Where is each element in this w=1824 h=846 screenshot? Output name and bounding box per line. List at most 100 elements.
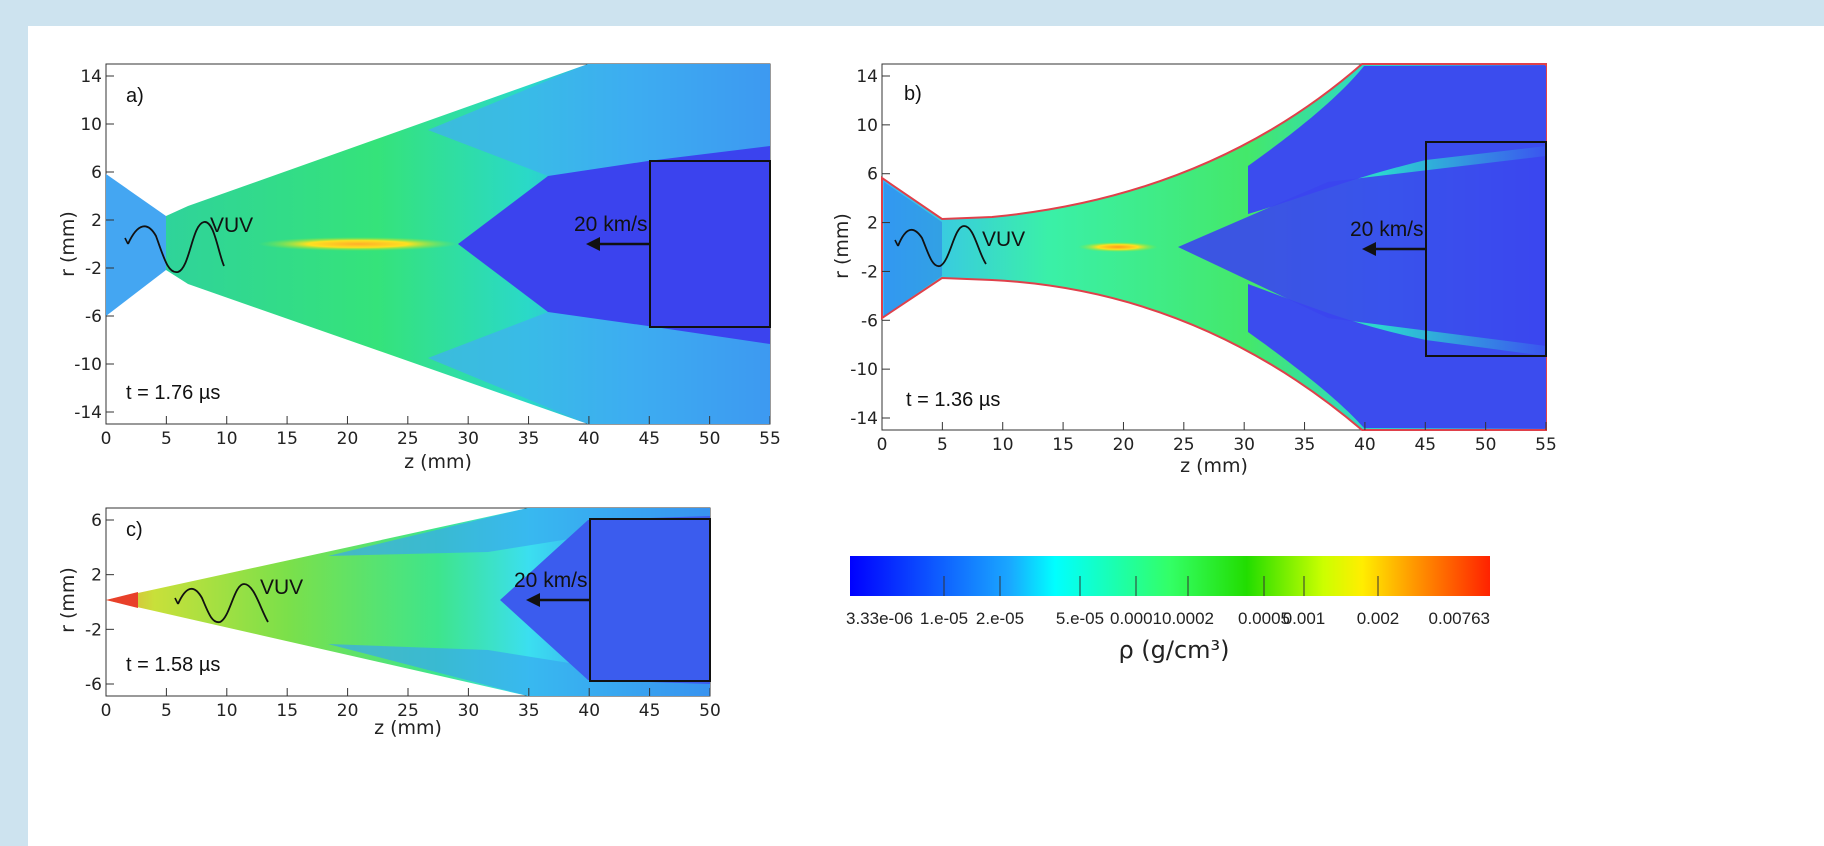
x-tick-label: 25: [397, 429, 419, 449]
y-tick-label: 6: [91, 511, 102, 531]
x-tick-label: 25: [1173, 435, 1195, 455]
x-tick-label: 45: [1414, 435, 1436, 455]
panel-b: 20 km/s VUV b) t = 1.36 µs 0 5 10 15 20 25 30 3…: [831, 63, 1557, 477]
panel-b-lower-lobe: [1248, 284, 1546, 428]
panel-a-wave-label: VUV: [210, 214, 253, 237]
x-tick-label: 40: [1354, 435, 1376, 455]
panel-a-wave-arrowhead: [124, 237, 129, 245]
panel-b-nozzle: [884, 182, 942, 316]
x-tick-label: 10: [216, 429, 238, 449]
panel-a-vuv-wave: [127, 221, 225, 273]
x-tick-label: 40: [578, 701, 600, 721]
x-tick-label: 45: [638, 429, 660, 449]
panel-c-vuv-wave: [177, 583, 269, 624]
panel-b-hotspot: [1078, 242, 1158, 252]
figure: 20 km/s VUV a) t = 1.76 µs 0 5 10 15 20 25 30 3…: [28, 26, 1824, 846]
panel-a-ylabel: r (mm): [57, 211, 79, 277]
panel-c-time: t = 1.58 µs: [126, 654, 220, 676]
y-tick-label: -2: [85, 259, 102, 279]
colorbar-tick-label: 2.e-05: [976, 609, 1024, 628]
panel-a-letter: a): [126, 85, 144, 107]
x-tick-label: 35: [518, 701, 540, 721]
y-tick-label: -14: [850, 409, 878, 429]
y-tick-label: 14: [80, 67, 102, 87]
x-tick-label: 15: [1052, 435, 1074, 455]
x-tick-label: 20: [1113, 435, 1135, 455]
colorbar-tick-label: 1.e-05: [920, 609, 968, 628]
panel-c-hotspot: [106, 592, 138, 608]
x-tick-label: 30: [458, 701, 480, 721]
x-tick-label: 30: [1233, 435, 1255, 455]
colorbar-title: ρ (g/cm³): [1118, 636, 1229, 664]
panel-c-wave-label: VUV: [260, 576, 303, 599]
panel-c: 20 km/s VUV c) t = 1.58 µs 0 5 10 15 20 25 30 3…: [57, 507, 721, 739]
x-tick-label: 0: [877, 435, 888, 455]
panel-c-velocity-label: 20 km/s: [514, 569, 588, 592]
x-tick-label: 10: [992, 435, 1014, 455]
x-tick-label: 50: [699, 429, 721, 449]
x-tick-label: 0: [101, 701, 112, 721]
colorbar-tick-label: 3.33e-06: [846, 609, 913, 628]
panel-c-xlabel: z (mm): [374, 717, 442, 739]
x-tick-label: 5: [161, 429, 172, 449]
panel-b-xlabel: z (mm): [1180, 455, 1248, 477]
colorbar-ticks: 3.33e-06 1.e-05 2.e-05 5.e-05 0.0001 0.0002 0.…: [846, 576, 1490, 628]
panel-b-arrowhead: [1362, 242, 1376, 256]
x-tick-label: 55: [1535, 435, 1557, 455]
x-tick-label: 15: [276, 701, 298, 721]
y-tick-label: -2: [861, 262, 878, 282]
panel-b-vuv-wave: [897, 225, 987, 267]
colorbar-tick-label: 0.0002: [1162, 609, 1214, 628]
panel-b-upper-lobe: [1248, 66, 1546, 214]
panel-a-arrowhead: [586, 237, 600, 251]
x-tick-label: 30: [457, 429, 479, 449]
colorbar-tick-label: 5.e-05: [1056, 609, 1104, 628]
y-tick-label: -6: [85, 307, 102, 327]
colorbar: 3.33e-06 1.e-05 2.e-05 5.e-05 0.0001 0.0002 0.…: [846, 556, 1490, 664]
x-tick-label: 20: [337, 701, 359, 721]
panel-b-wave-arrowhead: [894, 239, 899, 247]
x-tick-label: 55: [759, 429, 781, 449]
figure-canvas: 20 km/s VUV a) t = 1.76 µs 0 5 10 15 20 25 30 3…: [57, 63, 1557, 739]
x-tick-label: 5: [161, 701, 172, 721]
panel-a-axes: 0 5 10 15 20 25 30 35 40 45 50 55 14 10 6 2 -2 -6 -10 -14: [74, 67, 781, 449]
panel-c-arrowhead: [526, 593, 540, 607]
colorbar-tick-label: 0.001: [1283, 609, 1326, 628]
panel-c-axes: 0 5 10 15 20 25 30 35 40 45 50 6 2 -2 -6: [85, 511, 721, 721]
x-tick-label: 35: [1294, 435, 1316, 455]
y-tick-label: -6: [85, 675, 102, 695]
x-tick-label: 20: [337, 429, 359, 449]
x-tick-label: 50: [699, 701, 721, 721]
colorbar-tick-label: 0.0005: [1238, 609, 1290, 628]
y-tick-label: -10: [74, 355, 102, 375]
panel-c-lower-lobe: [328, 644, 710, 696]
y-tick-label: -2: [85, 620, 102, 640]
y-tick-label: -6: [861, 311, 878, 331]
panel-a: 20 km/s VUV a) t = 1.76 µs 0 5 10 15 20 25 30 3…: [57, 63, 781, 473]
panel-b-time: t = 1.36 µs: [906, 389, 1000, 411]
panel-c-wave-arrowhead: [174, 597, 179, 605]
x-tick-label: 35: [518, 429, 540, 449]
panel-a-time: t = 1.76 µs: [126, 382, 220, 404]
panel-b-wave-label: VUV: [982, 228, 1025, 251]
colorbar-gradient: [850, 556, 1490, 596]
panel-b-axes: 0 5 10 15 20 25 30 35 40 45 50 55 14 10 6 2 -2 -6 -10 -14: [850, 67, 1557, 455]
x-tick-label: 15: [276, 429, 298, 449]
panel-b-velocity-label: 20 km/s: [1350, 218, 1424, 241]
panel-c-letter: c): [126, 519, 143, 541]
y-tick-label: 6: [91, 163, 102, 183]
panel-a-nozzle: [106, 174, 166, 316]
x-tick-label: 0: [101, 429, 112, 449]
y-tick-label: 6: [867, 165, 878, 185]
panel-a-velocity-label: 20 km/s: [574, 213, 648, 236]
panel-b-target-region: [1178, 156, 1546, 346]
x-tick-label: 25: [397, 701, 419, 721]
x-tick-label: 45: [639, 701, 661, 721]
x-tick-label: 10: [216, 701, 238, 721]
y-tick-label: 10: [856, 116, 878, 136]
colorbar-tick-label: 0.0001: [1110, 609, 1162, 628]
panel-a-hotspot: [258, 237, 458, 251]
panel-c-ylabel: r (mm): [57, 567, 79, 633]
y-tick-label: 2: [867, 214, 878, 234]
panel-c-target-region: [500, 516, 710, 684]
